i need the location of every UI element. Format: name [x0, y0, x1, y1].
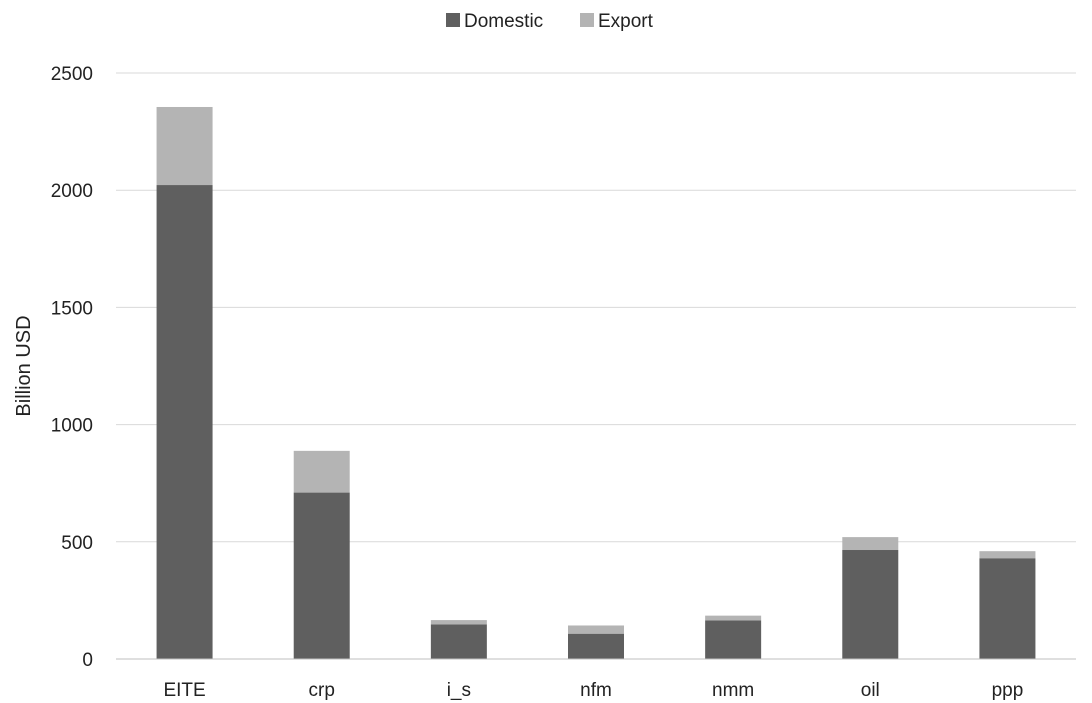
- bar-group-crp: [293, 450, 350, 659]
- bar-group-EITE: [156, 106, 213, 659]
- legend-swatch-domestic: [446, 13, 460, 27]
- y-tick-label: 500: [61, 533, 93, 554]
- bar-export-nmm: [705, 615, 762, 621]
- bars: [156, 106, 1036, 659]
- legend-label-domestic: Domestic: [464, 11, 543, 32]
- bar-domestic-ppp: [979, 558, 1036, 659]
- y-tick-label: 2000: [51, 181, 93, 202]
- y-axis-title: Billion USD: [13, 315, 35, 416]
- bar-export-ppp: [979, 551, 1036, 559]
- y-tick-label: 1000: [51, 416, 93, 437]
- y-tick-label: 0: [82, 650, 93, 671]
- x-tick-label: oil: [861, 680, 880, 701]
- y-tick-label: 2500: [51, 64, 93, 85]
- bar-group-ppp: [979, 551, 1036, 659]
- bar-group-oil: [842, 537, 899, 659]
- x-tick-label: nfm: [580, 680, 612, 701]
- gridlines: [116, 72, 1076, 543]
- bar-domestic-i_s: [430, 624, 487, 659]
- bar-group-nfm: [568, 625, 624, 659]
- bar-domestic-EITE: [156, 185, 213, 659]
- bar-group-i_s: [430, 620, 487, 659]
- bar-export-EITE: [156, 106, 213, 186]
- x-tick-label: ppp: [992, 680, 1024, 701]
- bar-domestic-crp: [293, 492, 350, 659]
- x-tick-label: i_s: [447, 680, 471, 701]
- x-tick-label: EITE: [163, 680, 205, 701]
- bar-export-i_s: [430, 620, 487, 625]
- y-tick-label: 1500: [51, 298, 93, 319]
- bar-domestic-nfm: [568, 633, 624, 659]
- x-tick-label: nmm: [712, 680, 754, 701]
- y-axis-ticks: 0 500 1000 1500 2000 2500: [51, 64, 93, 671]
- bar-export-crp: [293, 450, 350, 493]
- bar-domestic-oil: [842, 550, 899, 659]
- legend-label-export: Export: [598, 11, 654, 32]
- bar-export-oil: [842, 537, 899, 551]
- legend-swatch-export: [580, 13, 594, 27]
- legend: Domestic Export: [446, 11, 654, 32]
- bar-export-nfm: [568, 625, 624, 634]
- x-tick-label: crp: [309, 680, 335, 701]
- bar-domestic-nmm: [705, 620, 762, 659]
- bar-group-nmm: [705, 615, 762, 659]
- x-axis-ticks: EITE crp i_s nfm nmm oil ppp: [163, 680, 1023, 701]
